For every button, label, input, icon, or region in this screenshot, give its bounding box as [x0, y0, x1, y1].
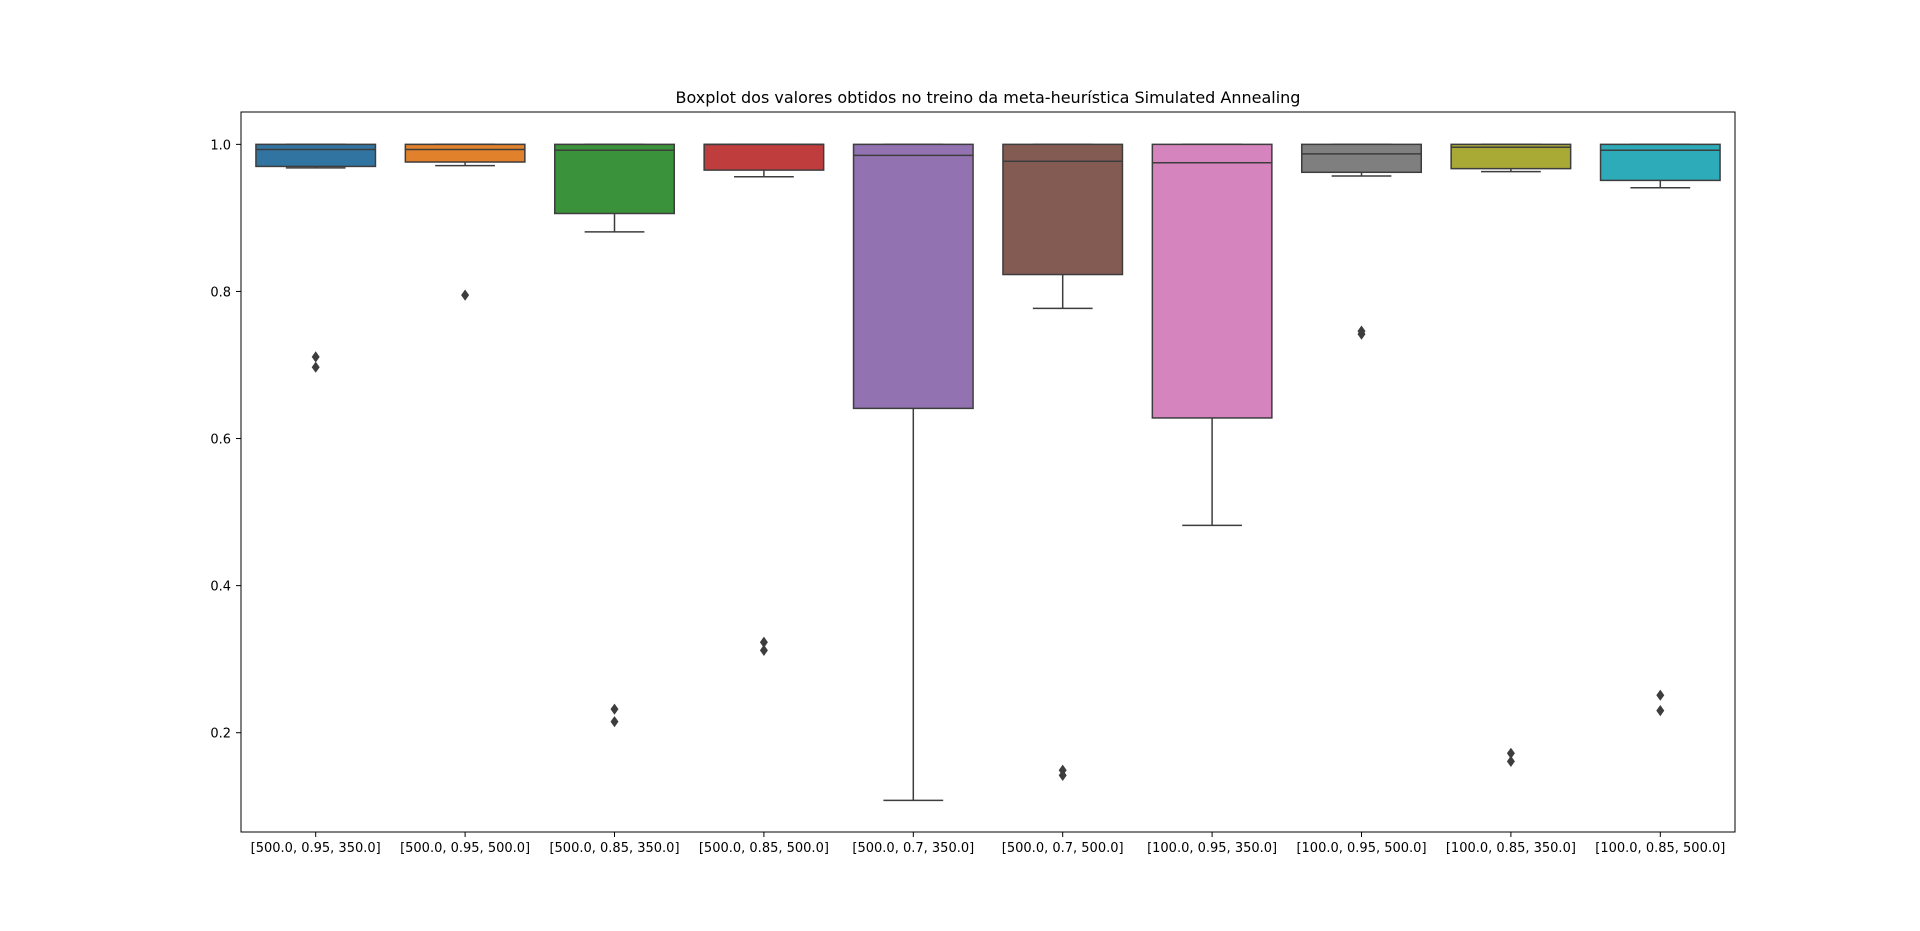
- outlier-point: [1357, 328, 1366, 340]
- chart-title: Boxplot dos valores obtidos no treino da…: [676, 88, 1301, 107]
- x-tick-label: [500.0, 0.85, 350.0]: [549, 841, 679, 856]
- box: [1450, 143, 1572, 170]
- x-tick-label: [100.0, 0.95, 500.0]: [1296, 841, 1426, 856]
- outlier-point: [311, 361, 320, 373]
- box: [404, 143, 526, 163]
- outlier-point: [1506, 755, 1515, 767]
- x-tick-label: [100.0, 0.85, 350.0]: [1446, 841, 1576, 856]
- outlier-point: [311, 351, 320, 363]
- y-tick-label: 0.6: [210, 433, 231, 448]
- y-tick-label: 0.2: [210, 727, 231, 742]
- box: [703, 143, 825, 171]
- outlier-point: [1058, 769, 1067, 781]
- x-tick-label: [500.0, 0.7, 500.0]: [1002, 841, 1124, 856]
- outlier-point: [759, 644, 768, 656]
- box: [255, 143, 377, 168]
- axes-frame: [240, 111, 1736, 833]
- box: [1151, 143, 1273, 419]
- outlier-point: [610, 716, 619, 728]
- outlier-point: [1656, 705, 1665, 717]
- x-tick-label: [100.0, 0.85, 500.0]: [1595, 841, 1725, 856]
- box: [553, 143, 676, 215]
- outlier-point: [610, 703, 619, 715]
- x-tick-label: [500.0, 0.95, 350.0]: [251, 841, 381, 856]
- x-tick-label: [500.0, 0.85, 500.0]: [699, 841, 829, 856]
- y-tick-label: 0.4: [210, 580, 231, 595]
- plot-area: 0.2 0.4 0.6 0.8 1.0 [500.0, 0.95, 350.0] [500.…: [210, 138, 1725, 856]
- y-tick-label: 1.0: [210, 138, 231, 153]
- x-tick-label: [100.0, 0.95, 350.0]: [1147, 841, 1277, 856]
- box: [852, 143, 974, 410]
- outlier-point: [1656, 689, 1665, 701]
- outlier-point: [759, 636, 768, 648]
- box: [1002, 143, 1124, 276]
- x-tick-label: [500.0, 0.95, 500.0]: [400, 841, 530, 856]
- x-tick-label: [500.0, 0.7, 350.0]: [852, 841, 974, 856]
- y-tick-label: 0.8: [210, 285, 231, 300]
- outlier-point: [1506, 747, 1515, 759]
- outlier-point: [461, 289, 470, 301]
- box: [1300, 143, 1423, 174]
